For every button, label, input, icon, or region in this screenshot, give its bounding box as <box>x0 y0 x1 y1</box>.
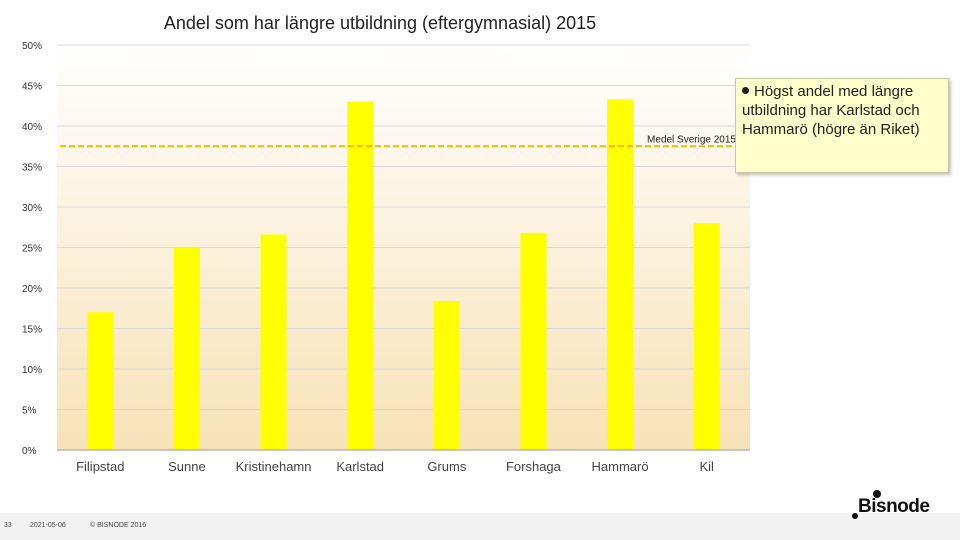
footer-date: 2021-05-06 <box>30 522 66 529</box>
y-tick-label: 25% <box>22 244 42 255</box>
y-tick-label: 15% <box>22 325 42 336</box>
y-tick-label: 10% <box>22 365 42 376</box>
y-tick-label: 0% <box>22 446 37 457</box>
y-tick-label: 20% <box>22 284 42 295</box>
y-tick-label: 5% <box>22 406 37 417</box>
bars <box>87 99 720 451</box>
x-tick-label: Karlstad <box>336 459 384 474</box>
logo-dot-icon <box>873 490 881 498</box>
x-tick-label: Filipstad <box>76 459 124 474</box>
logo-text: Bisnode <box>858 496 930 517</box>
bar <box>607 99 634 451</box>
note-box: Högst andel med längre utbildning har Ka… <box>735 78 949 173</box>
bullet-icon <box>742 87 749 94</box>
logo-dot-icon <box>852 513 858 519</box>
bar <box>520 232 547 450</box>
bisnode-logo: Bisnode <box>850 488 950 519</box>
y-tick-label: 45% <box>22 82 42 93</box>
x-tick-label: Kristinehamn <box>236 459 312 474</box>
bar <box>347 101 374 450</box>
x-tick-label: Kil <box>699 459 714 474</box>
y-tick-label: 50% <box>22 41 42 52</box>
y-tick-label: 30% <box>22 203 42 214</box>
bar <box>260 234 287 450</box>
footer: 33 2021-05-06 © BISNODE 2016 <box>0 513 960 540</box>
gridlines <box>57 44 750 410</box>
reference-line-label: Medel Sverige 2015 <box>647 134 736 145</box>
y-axis-ticks: 0% 5% 10% 15% 20% 25% 30% 35% 40% 45% 50% <box>22 41 42 457</box>
x-tick-label: Forshaga <box>506 459 562 474</box>
bar <box>87 312 114 450</box>
footer-copyright: © BISNODE 2016 <box>90 522 147 529</box>
x-axis-labels: Filipstad Sunne Kristinehamn Karlstad Grums F… <box>76 459 714 474</box>
bar <box>173 247 200 450</box>
bar <box>433 300 460 450</box>
page-number: 33 <box>4 522 12 529</box>
reference-line: Medel Sverige 2015 <box>60 134 736 148</box>
bar <box>693 223 720 450</box>
x-tick-label: Sunne <box>168 459 206 474</box>
x-tick-label: Hammarö <box>592 459 649 474</box>
note-text: Högst andel med längre utbildning har Ka… <box>742 83 920 138</box>
x-tick-label: Grums <box>427 459 467 474</box>
chart-title: Andel som har längre utbildning (eftergy… <box>163 13 597 33</box>
y-tick-label: 35% <box>22 163 42 174</box>
y-tick-label: 40% <box>22 122 42 133</box>
